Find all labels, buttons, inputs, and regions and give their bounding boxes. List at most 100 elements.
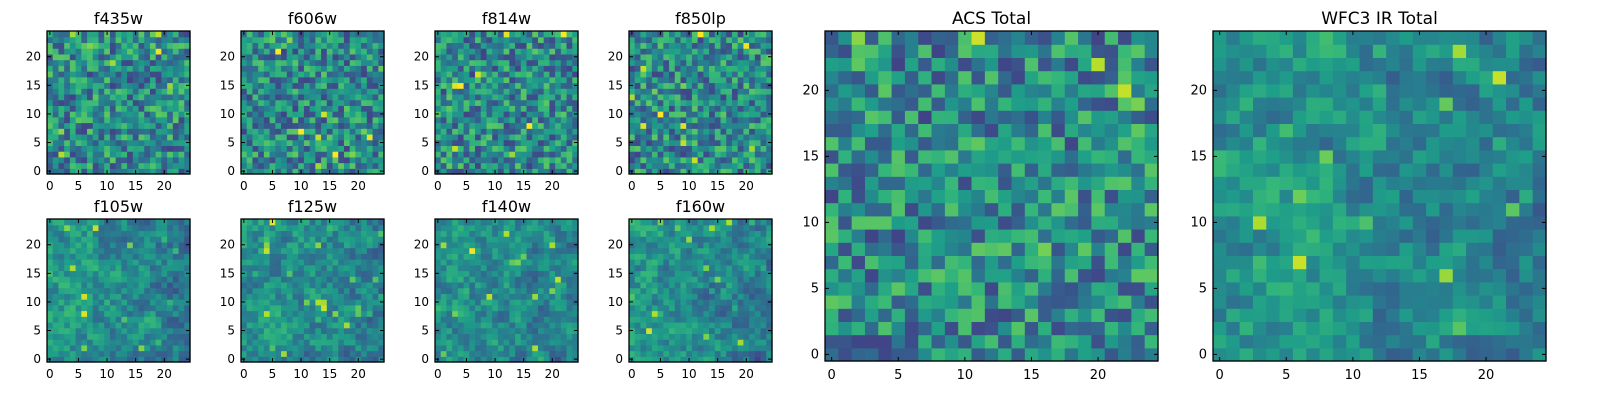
heatmap-cell xyxy=(458,322,464,328)
heatmap-cell xyxy=(139,140,145,146)
heatmap-cell xyxy=(58,305,64,311)
heatmap-cell xyxy=(327,105,333,111)
heatmap-cell xyxy=(247,100,253,106)
heatmap-cell xyxy=(492,60,498,66)
heatmap-cell xyxy=(167,117,173,123)
heatmap-cell xyxy=(435,230,441,236)
heatmap-cell xyxy=(504,71,510,77)
heatmap-cell xyxy=(264,65,270,71)
heatmap-cell xyxy=(481,265,487,271)
heatmap-cell xyxy=(680,128,686,134)
heatmap-cell xyxy=(761,339,767,345)
heatmap-cell xyxy=(498,248,504,254)
heatmap-cell xyxy=(287,134,293,140)
heatmap-cell xyxy=(47,316,53,322)
heatmap-cell xyxy=(549,311,555,317)
heatmap-cell xyxy=(663,322,669,328)
heatmap-cell xyxy=(110,299,116,305)
heatmap-cell xyxy=(555,219,561,225)
heatmap-cell xyxy=(116,259,122,265)
heatmap-cell xyxy=(680,88,686,94)
heatmap-cell xyxy=(721,339,727,345)
heatmap-cell xyxy=(509,333,515,339)
heatmap-cell xyxy=(532,293,538,299)
heatmap-cell xyxy=(144,230,150,236)
heatmap-cell xyxy=(287,248,293,254)
heatmap-cell xyxy=(458,219,464,225)
heatmap-cell xyxy=(761,37,767,43)
heatmap-cell xyxy=(561,259,567,265)
heatmap-cell xyxy=(252,94,258,100)
heatmap-cell xyxy=(561,288,567,294)
heatmap-cell xyxy=(98,48,104,54)
heatmap-cell xyxy=(264,236,270,242)
heatmap-cell xyxy=(692,42,698,48)
heatmap-cell xyxy=(58,242,64,248)
heatmap-cell xyxy=(749,82,755,88)
heatmap-cell xyxy=(173,293,179,299)
heatmap-cell xyxy=(732,140,738,146)
x-tick-label: 5 xyxy=(75,179,83,193)
heatmap-cell xyxy=(755,163,761,169)
heatmap-cell xyxy=(680,339,686,345)
heatmap-cell xyxy=(281,259,287,265)
heatmap-cell xyxy=(161,333,167,339)
heatmap-cell xyxy=(350,140,356,146)
heatmap-cell xyxy=(435,305,441,311)
heatmap-cell xyxy=(173,82,179,88)
heatmap-cell xyxy=(441,305,447,311)
heatmap-cell xyxy=(355,42,361,48)
heatmap-cell xyxy=(133,60,139,66)
heatmap-cell xyxy=(527,42,533,48)
heatmap-cell xyxy=(344,128,350,134)
heatmap-cell xyxy=(121,322,127,328)
heatmap-cell xyxy=(270,242,276,248)
heatmap-cell xyxy=(475,299,481,305)
heatmap-cell xyxy=(47,259,53,265)
heatmap-cell xyxy=(498,236,504,242)
heatmap-cell xyxy=(127,37,133,43)
heatmap-cell xyxy=(281,345,287,351)
heatmap-cell xyxy=(544,219,550,225)
heatmap-cell xyxy=(355,140,361,146)
heatmap-cell xyxy=(709,82,715,88)
heatmap-cell xyxy=(264,151,270,157)
heatmap-cell xyxy=(738,282,744,288)
heatmap-cell xyxy=(58,157,64,163)
heatmap-cell xyxy=(110,65,116,71)
heatmap-cell xyxy=(669,151,675,157)
heatmap-cell xyxy=(452,328,458,334)
heatmap-cell xyxy=(321,54,327,60)
heatmap-cell xyxy=(475,242,481,248)
heatmap-cell xyxy=(743,65,749,71)
heatmap-cell xyxy=(321,111,327,117)
heatmap-cell xyxy=(743,311,749,317)
heatmap-cell xyxy=(150,253,156,259)
heatmap-cell xyxy=(93,270,99,276)
heatmap-cell xyxy=(527,305,533,311)
heatmap-cell xyxy=(481,270,487,276)
heatmap-cell xyxy=(70,311,76,317)
heatmap-cell xyxy=(709,333,715,339)
heatmap-cell xyxy=(310,37,316,43)
heatmap-cell xyxy=(327,253,333,259)
heatmap-cell xyxy=(515,157,521,163)
heatmap-cell xyxy=(761,282,767,288)
heatmap-cell xyxy=(373,316,379,322)
heatmap-cell xyxy=(446,71,452,77)
heatmap-cell xyxy=(635,157,641,163)
heatmap-cell xyxy=(680,31,686,37)
heatmap-cell xyxy=(144,48,150,54)
heatmap-cell xyxy=(98,94,104,100)
heatmap-cell xyxy=(663,316,669,322)
heatmap-cell xyxy=(81,60,87,66)
heatmap-cell xyxy=(264,288,270,294)
heatmap-cell xyxy=(675,322,681,328)
heatmap-cell xyxy=(538,293,544,299)
heatmap-cell xyxy=(538,37,544,43)
heatmap-cell xyxy=(310,322,316,328)
heatmap-cell xyxy=(452,60,458,66)
heatmap-cell xyxy=(47,128,53,134)
heatmap-cell xyxy=(64,77,70,83)
heatmap-cell xyxy=(292,339,298,345)
